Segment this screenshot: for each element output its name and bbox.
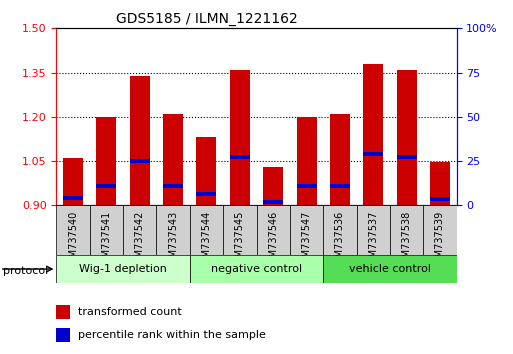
Bar [96,184,116,188]
Text: GSM737543: GSM737543 [168,210,178,269]
Bar [230,155,250,159]
Bar [163,114,183,205]
Text: GSM737544: GSM737544 [202,210,211,269]
Text: Wig-1 depletion: Wig-1 depletion [79,264,167,274]
Bar [323,255,457,283]
Text: GSM737542: GSM737542 [135,210,145,270]
Bar [323,205,357,255]
Bar [397,70,417,205]
Bar [263,167,283,205]
Bar [190,255,323,283]
Bar [363,152,383,156]
Bar [223,205,256,255]
Text: GSM737545: GSM737545 [235,210,245,270]
Bar [423,205,457,255]
Bar [130,159,150,163]
Bar [256,205,290,255]
Bar [63,196,83,200]
Bar [330,114,350,205]
Bar [290,205,323,255]
Bar [430,162,450,205]
Text: GSM737537: GSM737537 [368,210,378,270]
Bar [230,70,250,205]
Bar [56,328,70,342]
Text: GSM737536: GSM737536 [335,210,345,269]
Bar [56,205,90,255]
Bar [63,158,83,205]
Bar [163,184,183,188]
Text: GDS5185 / ILMN_1221162: GDS5185 / ILMN_1221162 [116,12,298,26]
Text: negative control: negative control [211,264,302,274]
Bar [263,200,283,204]
Bar [297,184,317,188]
Text: GSM737539: GSM737539 [435,210,445,269]
Bar [390,205,423,255]
Text: GSM737540: GSM737540 [68,210,78,269]
Bar [357,205,390,255]
Bar [196,137,216,205]
Bar [90,205,123,255]
Text: transformed count: transformed count [78,307,182,317]
Text: GSM737547: GSM737547 [302,210,311,270]
Bar [130,75,150,205]
Bar [196,192,216,196]
Text: protocol: protocol [3,266,48,276]
Bar [363,64,383,205]
Text: GSM737538: GSM737538 [402,210,411,269]
Bar [96,117,116,205]
Bar [297,117,317,205]
Text: GSM737541: GSM737541 [102,210,111,269]
Bar [56,255,190,283]
Text: GSM737546: GSM737546 [268,210,278,269]
Bar [56,305,70,319]
Text: percentile rank within the sample: percentile rank within the sample [78,330,266,340]
Bar [397,155,417,159]
Bar [430,197,450,201]
Text: vehicle control: vehicle control [349,264,431,274]
Bar [330,184,350,188]
Bar [156,205,190,255]
Bar [123,205,156,255]
Bar [190,205,223,255]
